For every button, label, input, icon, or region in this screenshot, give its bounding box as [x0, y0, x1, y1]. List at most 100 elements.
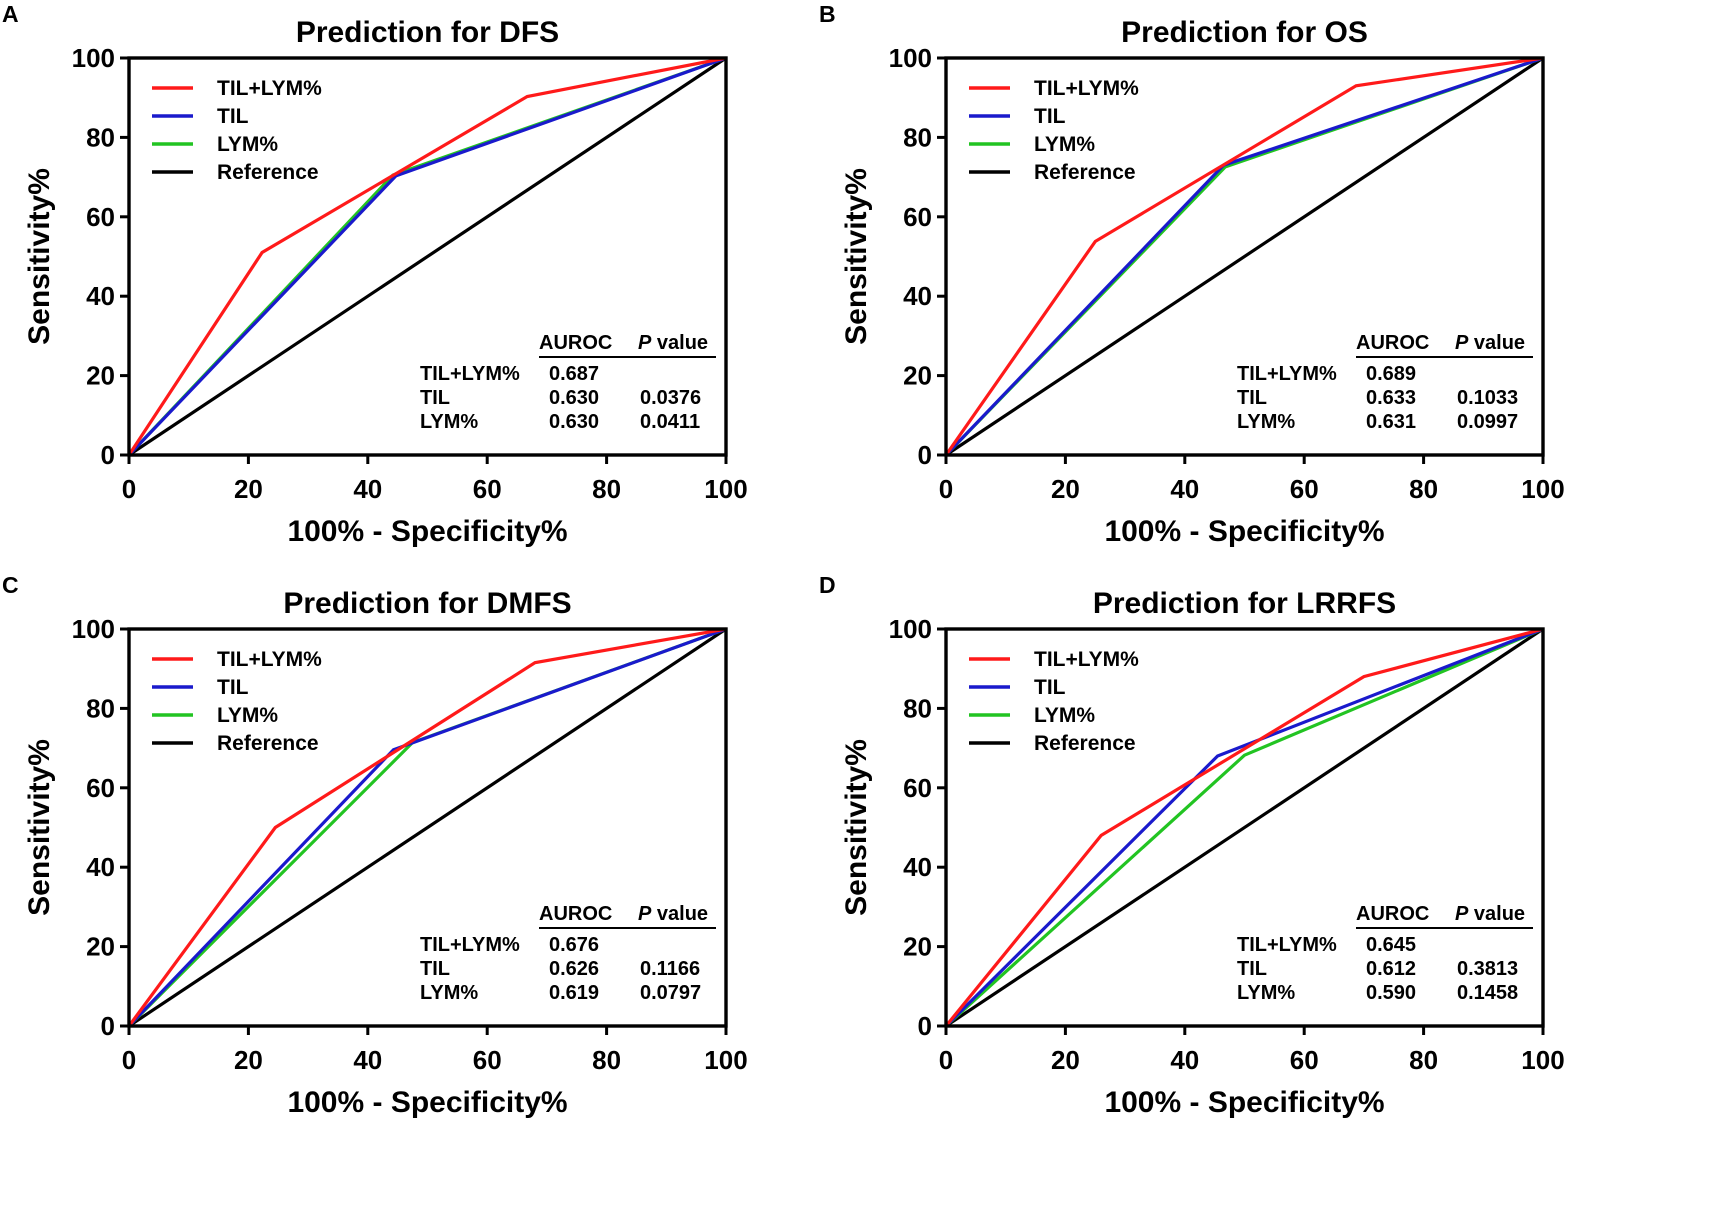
y-axis-title: Sensitivity% [840, 168, 873, 345]
legend-label: TIL [217, 676, 249, 699]
stats-row-auroc: 0.626 [549, 958, 599, 980]
x-tick-label: 60 [473, 1045, 502, 1075]
stats-row-p-value: 0.1166 [640, 958, 700, 980]
x-axis-title: 100% - Specificity% [1104, 515, 1384, 548]
x-tick-label: 40 [1170, 474, 1199, 504]
stats-row-auroc: 0.689 [1366, 363, 1416, 385]
legend-label: TIL [217, 105, 249, 128]
x-tick-label: 80 [592, 1045, 621, 1075]
series-line-lym [944, 627, 1544, 1028]
x-tick-label: 20 [234, 474, 263, 504]
series-line-reference [945, 627, 1544, 1028]
legend-label: TIL [1034, 105, 1066, 128]
x-tick-label: 100 [704, 1045, 747, 1075]
stats-row-label: TIL [1237, 387, 1267, 409]
y-tick-label: 80 [86, 693, 115, 723]
panel-letter: C [2, 572, 19, 598]
legend-label: Reference [1034, 732, 1136, 755]
legend-label: LYM% [217, 133, 278, 156]
roc-panel-c: C Prediction for DMFS Sensitivity% 100% - S… [2, 572, 748, 1119]
stats-header-p-value: P value [1455, 332, 1525, 354]
x-tick-label: 40 [1170, 1045, 1199, 1075]
stats-header-p-italic: P [638, 903, 652, 925]
chart-title: Prediction for DMFS [283, 587, 571, 620]
stats-row-p-value: 0.0376 [640, 387, 701, 409]
y-tick-label: 60 [903, 773, 932, 803]
y-tick-label: 60 [903, 202, 932, 232]
stats-row-label: TIL+LYM% [420, 934, 520, 956]
legend-label: Reference [217, 161, 319, 184]
x-tick-label: 0 [122, 474, 136, 504]
roc-panel-d: D Prediction for LRRFS Sensitivity% 100% - … [819, 572, 1565, 1119]
y-tick-label: 0 [101, 1011, 115, 1041]
stats-row-auroc: 0.612 [1366, 958, 1416, 980]
chart-title: Prediction for LRRFS [1093, 587, 1396, 620]
x-tick-label: 20 [1051, 474, 1080, 504]
y-tick-label: 80 [86, 122, 115, 152]
y-tick-label: 40 [903, 852, 932, 882]
stats-header-p-value: P value [638, 332, 708, 354]
legend-label: TIL+LYM% [1034, 648, 1139, 671]
y-tick-label: 100 [889, 43, 932, 73]
stats-row-label: TIL [420, 958, 450, 980]
plot-frame [127, 627, 728, 1028]
legend-label: TIL+LYM% [1034, 77, 1139, 100]
series-line-til-lym [127, 56, 727, 456]
y-tick-label: 20 [86, 361, 115, 391]
plot-frame [127, 56, 728, 457]
series-line-til-lym [127, 627, 727, 1027]
x-tick-label: 100 [704, 474, 747, 504]
y-tick-label: 40 [86, 852, 115, 882]
x-tick-label: 60 [1290, 1045, 1319, 1075]
y-tick-label: 60 [86, 773, 115, 803]
roc-panel-a: A Prediction for DFS Sensitivity% 100% - Sp… [2, 1, 748, 548]
x-tick-label: 20 [1051, 1045, 1080, 1075]
legend-label: Reference [217, 732, 319, 755]
x-tick-label: 80 [1409, 1045, 1438, 1075]
stats-row-label: LYM% [420, 411, 478, 433]
y-tick-label: 0 [918, 1011, 932, 1041]
y-tick-label: 0 [918, 440, 932, 470]
x-tick-label: 80 [592, 474, 621, 504]
stats-row-p-value: 0.1033 [1457, 387, 1518, 409]
chart-title: Prediction for OS [1121, 16, 1368, 49]
y-tick-label: 0 [101, 440, 115, 470]
panel-letter: D [819, 572, 836, 598]
stats-header-p-rest: value [651, 903, 708, 925]
roc-panel-b: B Prediction for OS Sensitivity% 100% - Spe… [819, 1, 1565, 548]
x-axis-title: 100% - Specificity% [287, 1086, 567, 1119]
stats-row-auroc: 0.687 [549, 363, 599, 385]
stats-row-p-value: 0.1458 [1457, 982, 1518, 1004]
legend-label: TIL+LYM% [217, 648, 322, 671]
legend-label: TIL+LYM% [217, 77, 322, 100]
x-tick-label: 100 [1521, 474, 1564, 504]
x-tick-label: 40 [353, 474, 382, 504]
series-line-reference [945, 56, 1544, 457]
stats-row-label: TIL+LYM% [420, 363, 520, 385]
x-tick-label: 40 [353, 1045, 382, 1075]
stats-row-label: LYM% [1237, 411, 1295, 433]
y-axis-title: Sensitivity% [840, 739, 873, 916]
plot-frame [944, 627, 1545, 1028]
x-tick-label: 80 [1409, 474, 1438, 504]
series-line-til-lym [944, 56, 1544, 456]
stats-header-p-italic: P [1455, 903, 1469, 925]
stats-row-auroc: 0.590 [1366, 982, 1416, 1004]
stats-row-label: TIL [420, 387, 450, 409]
chart-title: Prediction for DFS [296, 16, 559, 49]
series-line-til [127, 627, 727, 1028]
y-tick-label: 100 [72, 614, 115, 644]
x-tick-label: 20 [234, 1045, 263, 1075]
y-tick-label: 80 [903, 693, 932, 723]
stats-header-auroc: AUROC [539, 332, 612, 354]
x-axis-title: 100% - Specificity% [287, 515, 567, 548]
stats-row-label: TIL [1237, 958, 1267, 980]
series-line-til [944, 627, 1544, 1028]
stats-header-p-value: P value [1455, 903, 1525, 925]
stats-row-p-value: 0.3813 [1457, 958, 1518, 980]
y-tick-label: 20 [903, 932, 932, 962]
y-tick-label: 100 [72, 43, 115, 73]
y-tick-label: 100 [889, 614, 932, 644]
panel-letter: B [819, 1, 836, 27]
